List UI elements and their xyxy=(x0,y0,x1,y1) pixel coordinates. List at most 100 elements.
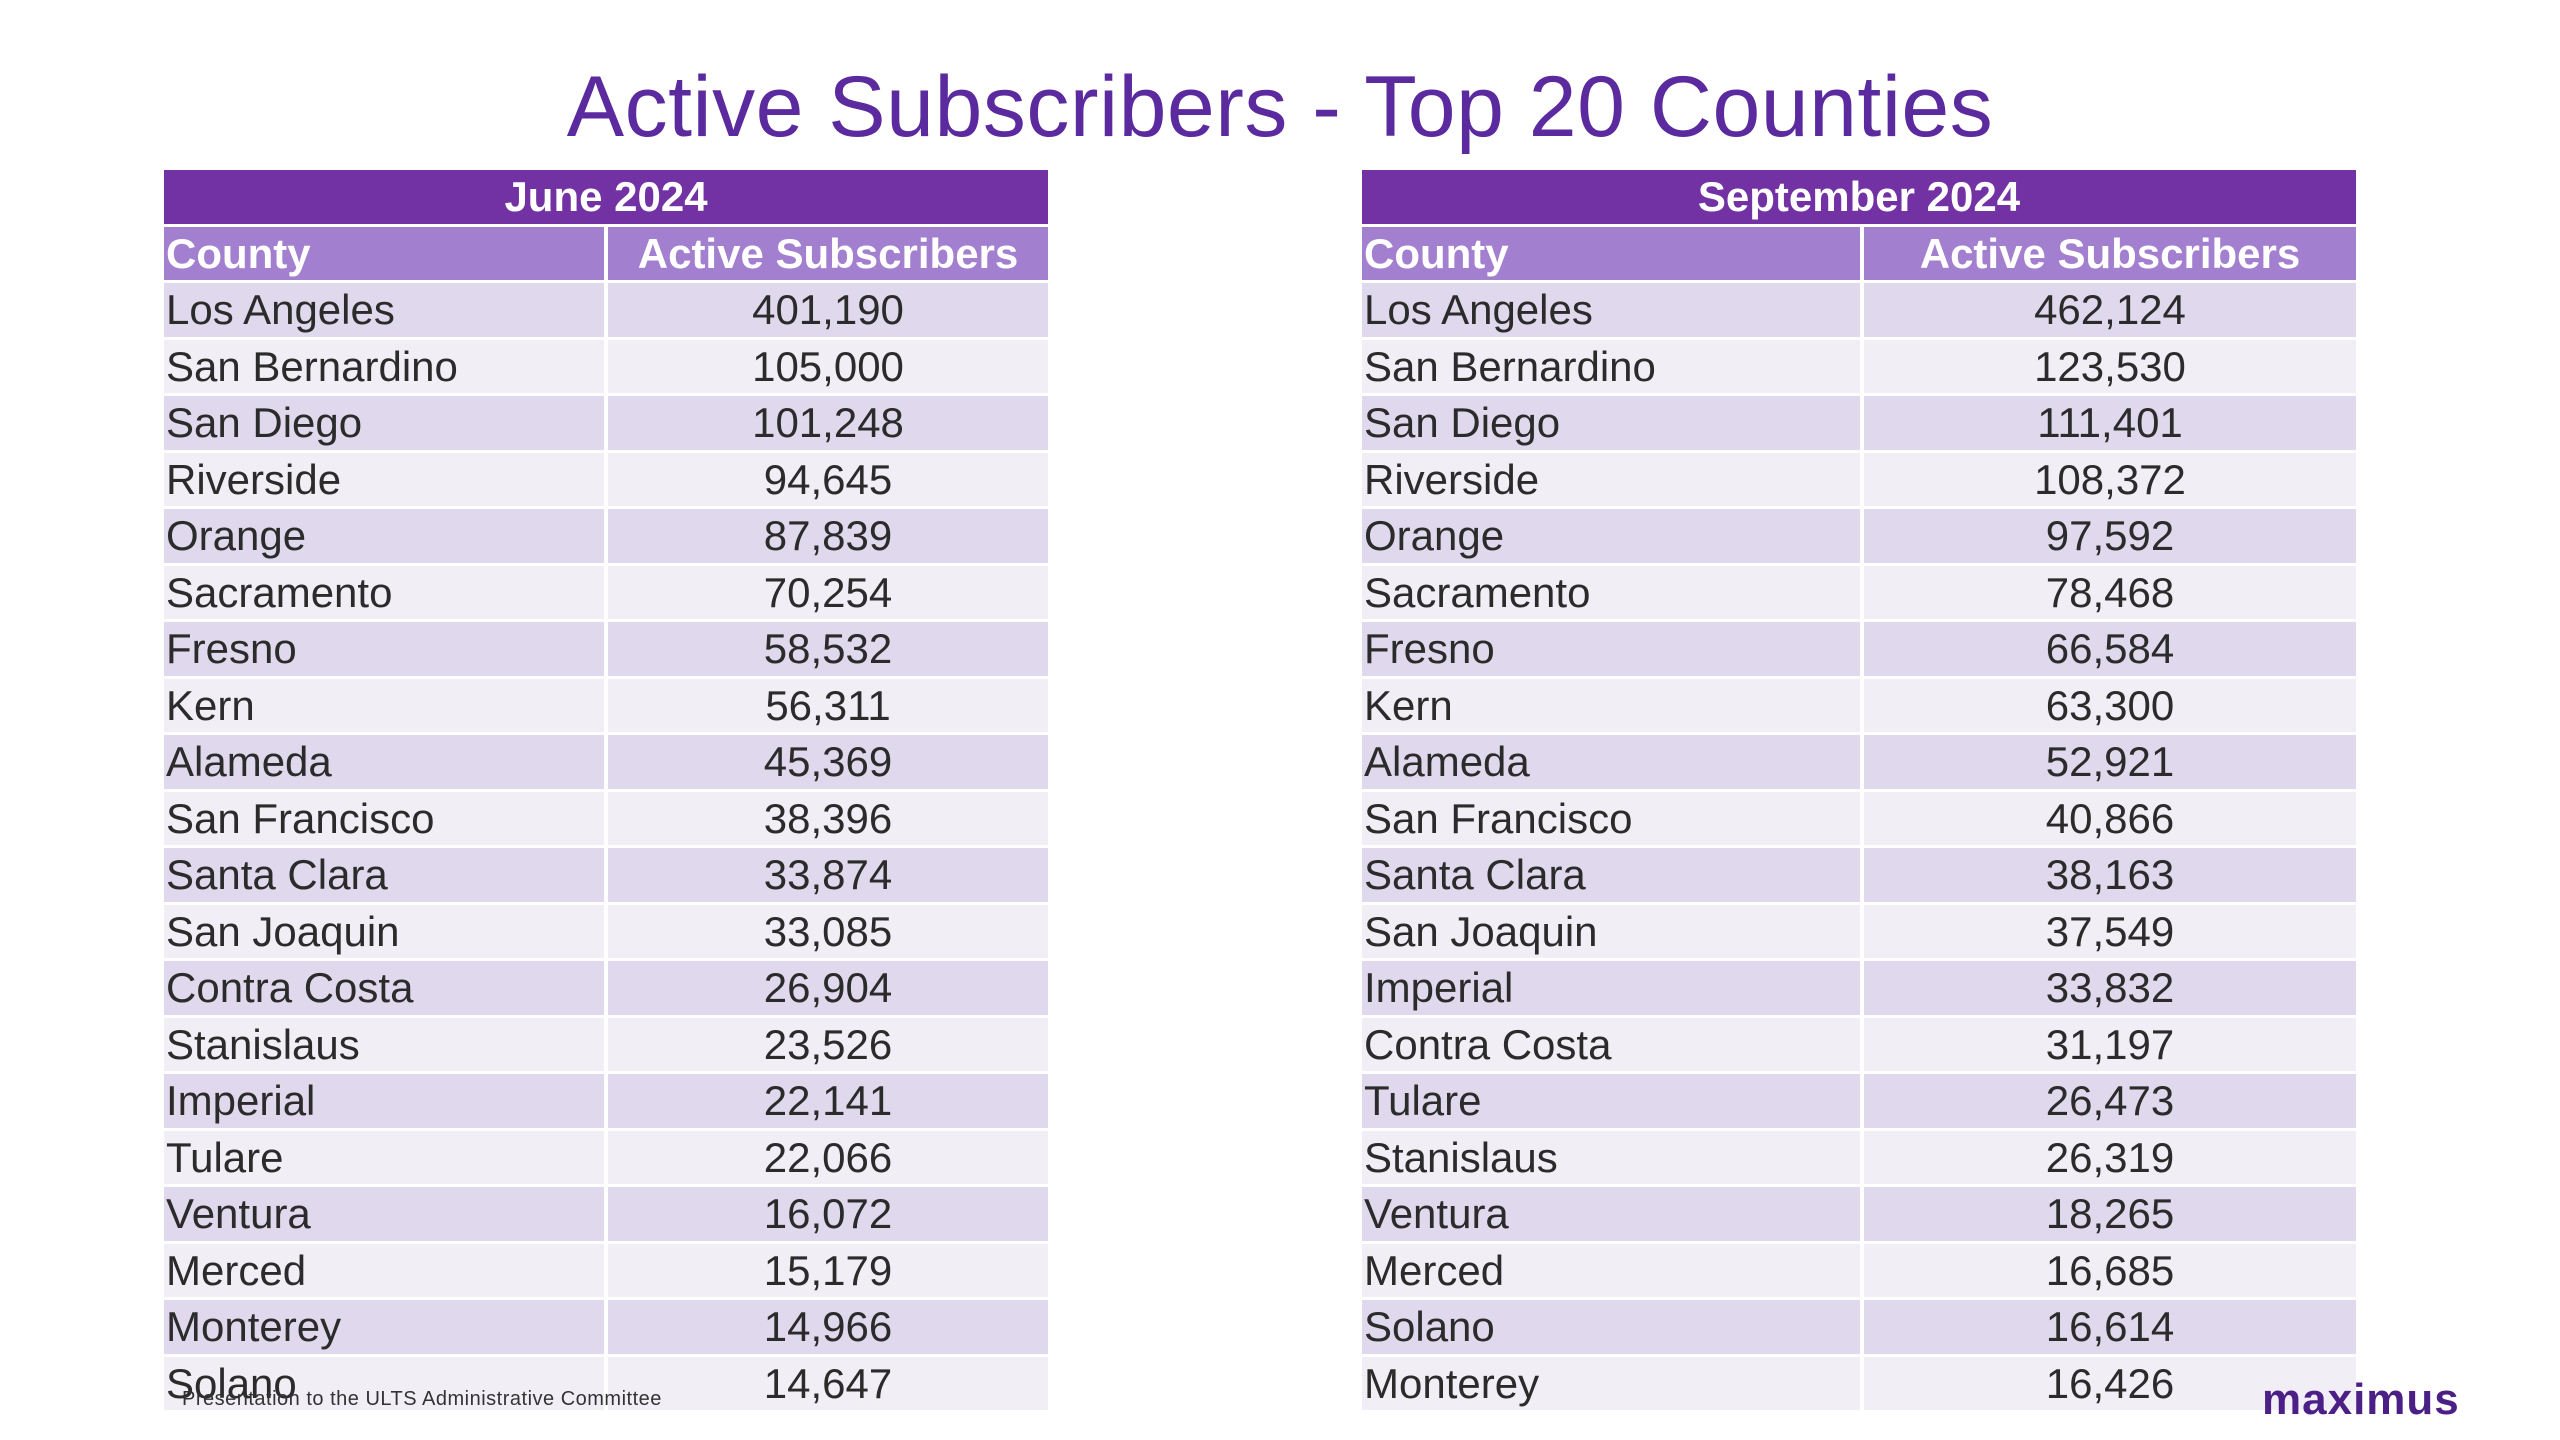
county-cell: Los Angeles xyxy=(1362,280,1860,337)
subscribers-cell: 37,549 xyxy=(1860,901,2356,958)
subscribers-cell: 16,685 xyxy=(1860,1240,2356,1297)
table-row: Santa Clara 38,163 xyxy=(1362,845,2356,902)
subscribers-cell: 23,526 xyxy=(604,1014,1049,1071)
table-row: Orange 97,592 xyxy=(1362,506,2356,563)
table-row: Contra Costa 26,904 xyxy=(164,958,1049,1015)
county-cell: San Bernardino xyxy=(164,336,604,393)
county-cell: Monterey xyxy=(164,1297,604,1354)
county-cell: Los Angeles xyxy=(164,280,604,337)
table-row: San Diego 101,248 xyxy=(164,393,1049,450)
page-title: Active Subscribers - Top 20 Counties xyxy=(566,59,1994,155)
subscribers-cell: 22,066 xyxy=(604,1127,1049,1184)
subscribers-cell: 15,179 xyxy=(604,1240,1049,1297)
subscribers-cell: 16,614 xyxy=(1860,1297,2356,1354)
county-cell: Merced xyxy=(164,1240,604,1297)
table-row: Riverside 108,372 xyxy=(1362,449,2356,506)
subscribers-cell: 111,401 xyxy=(1860,393,2356,450)
county-cell: Riverside xyxy=(1362,449,1860,506)
county-column-header: County xyxy=(1362,223,1860,280)
subscribers-column-header: Active Subscribers xyxy=(1860,223,2356,280)
table-row: Tulare 26,473 xyxy=(1362,1071,2356,1128)
table-row: Fresno 58,532 xyxy=(164,619,1049,676)
table-row: Alameda 45,369 xyxy=(164,732,1049,789)
county-cell: Tulare xyxy=(1362,1071,1860,1128)
subscribers-cell: 14,966 xyxy=(604,1297,1049,1354)
subscribers-cell: 78,468 xyxy=(1860,562,2356,619)
table-row: Ventura 16,072 xyxy=(164,1184,1049,1241)
table-row: Imperial 33,832 xyxy=(1362,958,2356,1015)
county-cell: Monterey xyxy=(1362,1353,1860,1410)
table-row: Ventura 18,265 xyxy=(1362,1184,2356,1241)
subscribers-cell: 26,904 xyxy=(604,958,1049,1015)
table-row: Solano 16,614 xyxy=(1362,1297,2356,1354)
subscribers-cell: 38,163 xyxy=(1860,845,2356,902)
county-cell: Ventura xyxy=(1362,1184,1860,1241)
subscribers-table: September 2024 County Active Subscribers… xyxy=(1362,170,2356,1410)
subscribers-cell: 52,921 xyxy=(1860,732,2356,789)
footer-note: Presentation to the ULTS Administrative … xyxy=(182,1388,662,1410)
county-cell: Imperial xyxy=(1362,958,1860,1015)
subscribers-cell: 94,645 xyxy=(604,449,1049,506)
table-row: Imperial 22,141 xyxy=(164,1071,1049,1128)
subscribers-cell: 45,369 xyxy=(604,732,1049,789)
table-row: Stanislaus 26,319 xyxy=(1362,1127,2356,1184)
county-cell: Fresno xyxy=(1362,619,1860,676)
table-row: Monterey 14,966 xyxy=(164,1297,1049,1354)
county-cell: Contra Costa xyxy=(164,958,604,1015)
table-row: Contra Costa 31,197 xyxy=(1362,1014,2356,1071)
county-cell: Stanislaus xyxy=(164,1014,604,1071)
county-cell: Solano xyxy=(164,1353,604,1410)
table-row: Kern 63,300 xyxy=(1362,675,2356,732)
subscribers-cell: 66,584 xyxy=(1860,619,2356,676)
june-2024-table: June 2024 County Active Subscribers Los … xyxy=(164,170,1049,1410)
table-row: San Francisco 40,866 xyxy=(1362,788,2356,845)
county-cell: Imperial xyxy=(164,1071,604,1128)
county-cell: Ventura xyxy=(164,1184,604,1241)
table-row: Los Angeles 462,124 xyxy=(1362,280,2356,337)
county-cell: San Bernardino xyxy=(1362,336,1860,393)
subscribers-cell: 38,396 xyxy=(604,788,1049,845)
county-cell: Santa Clara xyxy=(1362,845,1860,902)
county-cell: Riverside xyxy=(164,449,604,506)
table-row: Merced 16,685 xyxy=(1362,1240,2356,1297)
column-header-row: County Active Subscribers xyxy=(1362,223,2356,280)
subscribers-cell: 16,072 xyxy=(604,1184,1049,1241)
county-cell: Sacramento xyxy=(1362,562,1860,619)
subscribers-cell: 26,473 xyxy=(1860,1071,2356,1128)
subscribers-cell: 26,319 xyxy=(1860,1127,2356,1184)
subscribers-cell: 56,311 xyxy=(604,675,1049,732)
county-cell: Sacramento xyxy=(164,562,604,619)
table-row: Stanislaus 23,526 xyxy=(164,1014,1049,1071)
table-row: Riverside 94,645 xyxy=(164,449,1049,506)
table-row: San Joaquin 37,549 xyxy=(1362,901,2356,958)
county-cell: Alameda xyxy=(1362,732,1860,789)
subscribers-cell: 101,248 xyxy=(604,393,1049,450)
maximus-logo: maximus xyxy=(2262,1375,2460,1424)
table-row: Sacramento 78,468 xyxy=(1362,562,2356,619)
county-cell: Fresno xyxy=(164,619,604,676)
subscribers-cell: 462,124 xyxy=(1860,280,2356,337)
subscribers-cell: 40,866 xyxy=(1860,788,2356,845)
period-header: June 2024 xyxy=(164,170,1049,224)
table-row: San Diego 111,401 xyxy=(1362,393,2356,450)
period-header-row: September 2024 xyxy=(1362,170,2356,224)
county-cell: San Joaquin xyxy=(164,901,604,958)
county-cell: Solano xyxy=(1362,1297,1860,1354)
subscribers-cell: 33,874 xyxy=(604,845,1049,902)
county-cell: San Diego xyxy=(164,393,604,450)
table-row: Fresno 66,584 xyxy=(1362,619,2356,676)
september-2024-table: September 2024 County Active Subscribers… xyxy=(1362,170,2356,1410)
table-row: Solano 14,647 xyxy=(164,1353,1049,1410)
subscribers-cell: 14,647 xyxy=(604,1353,1049,1410)
table-row: Merced 15,179 xyxy=(164,1240,1049,1297)
county-cell: Orange xyxy=(164,506,604,563)
subscribers-cell: 33,085 xyxy=(604,901,1049,958)
county-cell: Merced xyxy=(1362,1240,1860,1297)
table-row: Tulare 22,066 xyxy=(164,1127,1049,1184)
table-body: Los Angeles 401,190 San Bernardino 105,000 S… xyxy=(164,280,1049,1410)
county-cell: Contra Costa xyxy=(1362,1014,1860,1071)
subscribers-cell: 123,530 xyxy=(1860,336,2356,393)
subscribers-cell: 16,426 xyxy=(1860,1353,2356,1410)
subscribers-cell: 63,300 xyxy=(1860,675,2356,732)
county-cell: San Joaquin xyxy=(1362,901,1860,958)
